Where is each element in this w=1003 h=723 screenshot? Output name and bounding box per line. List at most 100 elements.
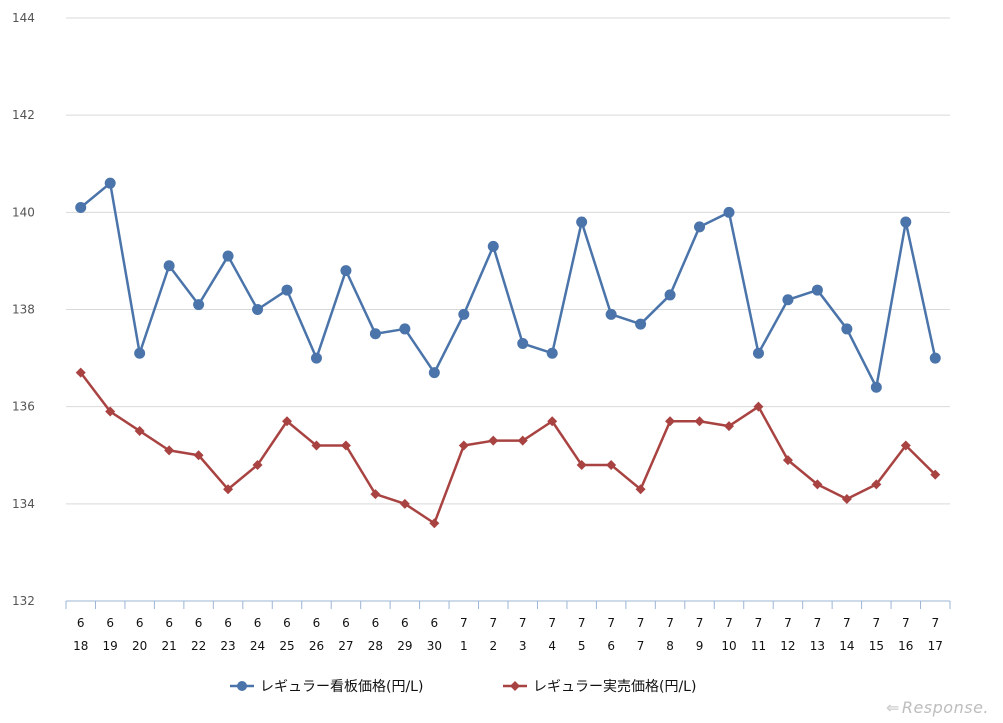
x-tick-day: 3 — [519, 639, 527, 653]
x-tick-month: 7 — [519, 616, 527, 630]
logo-mark-icon: ⇐ — [885, 698, 900, 717]
x-tick-month: 7 — [460, 616, 468, 630]
x-tick-month: 6 — [77, 616, 85, 630]
response-logo: ⇐ Response. — [886, 698, 989, 717]
data-point — [870, 381, 882, 393]
x-tick-day: 15 — [869, 639, 884, 653]
x-tick-day: 26 — [309, 639, 324, 653]
x-tick-month: 7 — [814, 616, 822, 630]
x-tick-month: 6 — [254, 616, 262, 630]
data-point — [517, 435, 528, 446]
data-point — [282, 416, 292, 427]
x-tick-day: 23 — [220, 639, 235, 653]
data-point — [606, 459, 617, 470]
data-point — [605, 308, 617, 320]
data-point — [900, 216, 912, 228]
data-point — [547, 416, 558, 427]
x-tick-month: 7 — [666, 616, 674, 630]
y-tick-label: 134 — [12, 497, 35, 511]
x-tick-day: 9 — [696, 639, 704, 653]
data-point — [369, 328, 381, 340]
data-point — [841, 323, 853, 335]
series-line — [79, 371, 937, 525]
x-tick-day: 8 — [666, 639, 674, 653]
data-point — [458, 308, 470, 320]
x-tick-month: 6 — [165, 616, 173, 630]
x-tick-month: 6 — [106, 616, 114, 630]
data-point — [428, 367, 440, 379]
x-tick-month: 7 — [489, 616, 497, 630]
x-tick-month: 7 — [548, 616, 556, 630]
x-tick-month: 6 — [195, 616, 203, 630]
data-point — [694, 221, 706, 233]
x-tick-month: 7 — [931, 616, 939, 630]
x-tick-day: 10 — [721, 639, 736, 653]
x-tick-month: 7 — [902, 616, 910, 630]
data-point — [75, 367, 86, 378]
x-tick-month: 6 — [136, 616, 144, 630]
data-point — [782, 294, 794, 306]
x-tick-day: 17 — [928, 639, 943, 653]
y-tick-label: 136 — [12, 400, 35, 414]
series-line — [79, 181, 937, 389]
data-point — [252, 304, 264, 315]
x-tick-month: 7 — [873, 616, 881, 630]
data-point — [340, 265, 352, 277]
x-tick-day: 20 — [132, 639, 147, 653]
data-point — [222, 250, 234, 262]
x-tick-month: 7 — [607, 616, 615, 630]
y-tick-label: 138 — [12, 303, 35, 317]
y-tick-label: 140 — [12, 205, 35, 219]
x-axis — [65, 600, 951, 609]
data-point — [370, 489, 381, 500]
x-tick-day: 11 — [751, 639, 766, 653]
data-point — [164, 445, 175, 456]
x-tick-day: 2 — [489, 639, 497, 653]
x-tick-month: 7 — [637, 616, 645, 630]
x-tick-month: 7 — [578, 616, 586, 630]
data-point — [193, 450, 204, 461]
legend-item-1: レギュラー看板価格(円/L) — [230, 679, 423, 695]
x-tick-month: 6 — [431, 616, 439, 630]
data-point — [310, 352, 322, 364]
y-tick-label: 142 — [12, 108, 35, 122]
x-tick-day: 27 — [338, 639, 353, 653]
x-tick-month: 7 — [725, 616, 733, 630]
x-tick-month: 7 — [784, 616, 792, 630]
data-point — [75, 201, 87, 213]
data-point — [752, 347, 764, 359]
x-tick-day: 4 — [548, 639, 556, 653]
x-tick-day: 25 — [279, 639, 294, 653]
data-point — [900, 440, 911, 451]
data-point — [281, 284, 293, 296]
x-tick-day: 7 — [637, 639, 645, 653]
x-tick-day: 30 — [427, 639, 442, 653]
legend: レギュラー看板価格(円/L) レギュラー実売価格(円/L) — [230, 679, 696, 695]
legend-item-2: レギュラー実売価格(円/L) — [503, 679, 696, 695]
x-tick-day: 6 — [607, 639, 615, 653]
x-tick-day: 29 — [397, 639, 412, 653]
data-point — [635, 318, 647, 330]
data-point — [487, 240, 499, 252]
data-point — [635, 484, 646, 495]
data-point — [812, 479, 823, 490]
y-tick-label: 132 — [12, 594, 35, 608]
data-point — [694, 416, 705, 427]
x-tick-day: 1 — [460, 639, 468, 653]
data-point — [104, 177, 116, 189]
data-point — [576, 216, 588, 228]
data-point — [193, 299, 205, 311]
data-point — [576, 459, 587, 470]
x-tick-day: 28 — [368, 639, 383, 653]
logo-text: Response. — [901, 698, 989, 717]
data-point — [753, 401, 764, 412]
data-point — [458, 440, 469, 451]
data-point — [399, 323, 411, 335]
data-point — [517, 338, 529, 350]
data-point — [665, 416, 676, 427]
x-tick-day: 18 — [73, 639, 88, 653]
x-tick-month: 6 — [313, 616, 321, 630]
x-tick-day: 12 — [780, 639, 795, 653]
data-point — [163, 260, 175, 272]
legend-marker — [510, 681, 520, 691]
